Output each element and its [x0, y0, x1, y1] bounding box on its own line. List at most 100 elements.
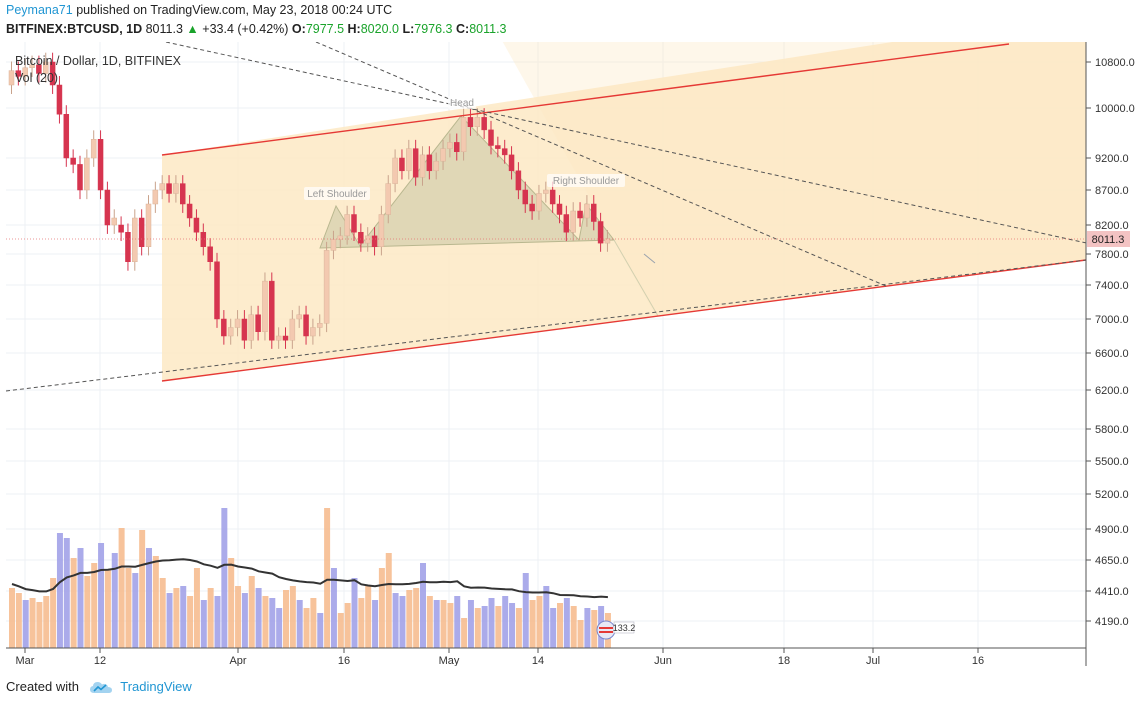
chart-area[interactable]: Left Shoulder Head Right Shoulder 133.2 …: [6, 42, 1135, 666]
volume-bar: [385, 553, 392, 648]
volume-bar: [56, 533, 63, 648]
time-tick-label: Jun: [654, 655, 672, 666]
volume-bar: [50, 578, 57, 648]
price-tick-label: 8200.0: [1095, 220, 1129, 232]
volume-bar: [488, 598, 495, 648]
volume-bar: [166, 593, 173, 648]
candle: [152, 181, 159, 213]
candle: [323, 241, 330, 333]
price-tick-label: 7000.0: [1095, 314, 1129, 326]
volume-bar: [474, 608, 481, 648]
low-label: L:: [402, 22, 415, 36]
volume-ma-line: [11, 558, 608, 599]
trend-dashed-2: [315, 42, 887, 287]
candle: [214, 252, 220, 328]
volume-bar: [70, 558, 77, 648]
channel-bottom-line: [161, 259, 1086, 382]
left-shoulder-label: Left Shoulder: [307, 189, 367, 200]
volume-bars: [9, 508, 611, 648]
time-tick-label: May: [439, 655, 460, 666]
price-chart[interactable]: Left Shoulder Head Right Shoulder 133.2 …: [6, 42, 1138, 666]
candle: [200, 223, 207, 256]
publish-info: Peymana71 published on TradingView.com, …: [6, 3, 392, 17]
volume-bar: [570, 606, 577, 648]
candle: [536, 184, 542, 220]
volume-bar: [426, 596, 433, 648]
volume-bar: [22, 600, 29, 648]
candle: [412, 139, 419, 186]
volume-bar: [584, 608, 591, 648]
volume-bar: [577, 620, 584, 648]
candle: [145, 195, 152, 256]
candle: [515, 162, 522, 200]
price-tick-label: 4190.0: [1095, 616, 1129, 628]
candle: [29, 55, 35, 77]
candle: [289, 310, 296, 349]
price-tick-label: 4410.0: [1095, 586, 1129, 598]
right-shoulder-label: Right Shoulder: [553, 176, 620, 187]
time-axis[interactable]: Mar 12 Apr 16 May 14 Jun 18 Jul 16: [16, 648, 985, 666]
candle: [63, 105, 70, 167]
volume-bar: [529, 600, 536, 648]
open-value: 7977.5: [305, 22, 345, 36]
volume-bar: [159, 578, 166, 648]
price-tick-label: 6600.0: [1095, 348, 1129, 360]
candle: [111, 209, 117, 234]
candle: [77, 155, 83, 200]
candle: [310, 318, 316, 345]
price-tick-label: 5800.0: [1095, 424, 1129, 436]
candle: [426, 146, 433, 180]
volume-bar: [9, 588, 15, 648]
candle: [173, 175, 179, 203]
volume-bar: [235, 586, 242, 648]
candle: [43, 52, 49, 83]
volume-bar: [132, 573, 139, 648]
volume-bar: [515, 608, 522, 648]
volume-bar: [152, 556, 159, 648]
candle: [597, 212, 604, 252]
candle: [90, 130, 97, 167]
candle: [495, 136, 501, 158]
close-value: 8011.3: [469, 22, 507, 36]
created-with-text: Created with: [6, 679, 79, 694]
change-value: +33.4 (+0.42%): [202, 22, 289, 36]
current-price-badge: 8011.3: [1087, 231, 1130, 247]
volume-bar: [461, 618, 468, 648]
price-tick-label: 5500.0: [1095, 456, 1129, 468]
price-axis[interactable]: 10800.0 10000.0 9200.0 8700.0 8200.0 7800.0 74…: [1086, 57, 1135, 628]
change-arrow-icon: ▲: [186, 22, 199, 36]
volume-bar: [84, 576, 91, 648]
price-tick-label: 4650.0: [1095, 555, 1129, 567]
pattern-label-right: Right Shoulder: [547, 174, 625, 187]
candle: [49, 52, 56, 94]
candle: [501, 139, 508, 164]
time-tick-label: 14: [532, 655, 544, 666]
volume-bar: [522, 573, 529, 648]
candle: [399, 149, 405, 180]
candle: [84, 149, 90, 200]
volume-bar: [372, 600, 379, 648]
time-tick-label: 16: [338, 655, 350, 666]
volume-bar: [351, 578, 358, 648]
candle: [221, 310, 227, 345]
candle: [406, 139, 412, 180]
volume-bar: [125, 568, 132, 648]
price-tick-label: 4900.0: [1095, 524, 1129, 536]
volume-bar: [262, 596, 269, 648]
volume-bar: [104, 570, 111, 648]
candle: [70, 149, 76, 174]
candle: [433, 152, 439, 180]
tradingview-link[interactable]: TradingView: [120, 679, 192, 694]
candle: [97, 130, 104, 200]
candle: [604, 229, 611, 252]
candle: [22, 58, 28, 86]
volume-bar: [495, 606, 502, 648]
footer: Created with TradingView: [6, 679, 192, 694]
candle: [282, 327, 289, 349]
volume-bar: [173, 588, 180, 648]
volume-bar: [269, 598, 276, 648]
author-link[interactable]: Peymana71: [6, 3, 73, 17]
channel-fill: [162, 42, 1086, 381]
candle: [193, 209, 200, 242]
candle: [118, 216, 124, 242]
